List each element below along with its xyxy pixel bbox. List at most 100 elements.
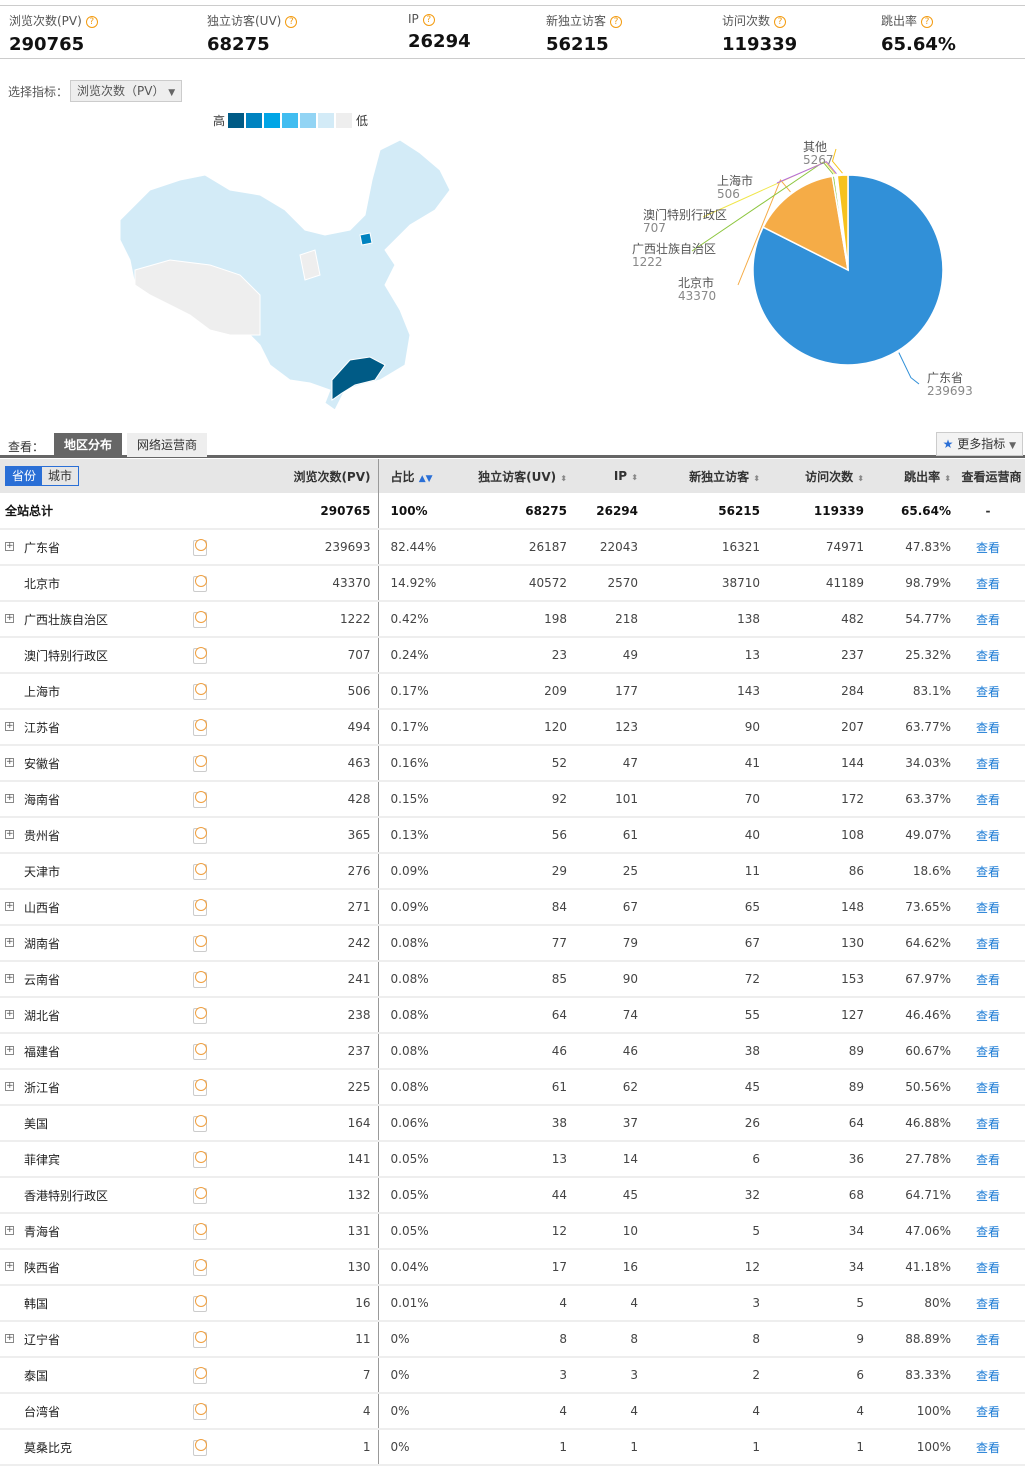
trend-clock-icon[interactable]	[193, 791, 207, 808]
view-isp-link[interactable]: 查看	[958, 673, 1025, 710]
expand-icon[interactable]: +	[5, 1009, 14, 1019]
expand-icon[interactable]: +	[5, 973, 14, 983]
map-region-beijing[interactable]	[359, 232, 373, 246]
tab-region[interactable]: 地区分布	[54, 433, 123, 457]
col-new-visitors[interactable]: 新独立访客 ⬍	[645, 459, 767, 493]
expand-icon[interactable]: +	[5, 1081, 14, 1091]
trend-clock-icon[interactable]	[193, 935, 207, 952]
expand-icon[interactable]: +	[5, 757, 14, 767]
view-isp-link[interactable]: 查看	[958, 637, 1025, 674]
metric-dropdown[interactable]: 浏览次数（PV） ▼	[70, 80, 183, 102]
expand-icon[interactable]: +	[5, 1261, 14, 1271]
trend-clock-icon[interactable]	[193, 863, 207, 880]
pie-slice-5[interactable]	[836, 174, 849, 271]
expand-icon[interactable]: +	[5, 793, 14, 803]
trend-clock-icon[interactable]	[193, 1403, 207, 1420]
view-isp-link[interactable]: 查看	[958, 1357, 1025, 1394]
trend-clock-icon[interactable]	[193, 1259, 207, 1276]
cell-share: 0.15%	[377, 781, 446, 818]
trend-clock-icon[interactable]	[193, 1367, 207, 1384]
view-isp-link[interactable]: 查看	[958, 1429, 1025, 1466]
map-region-inner-gray[interactable]	[299, 249, 321, 281]
trend-clock-icon[interactable]	[193, 647, 207, 664]
col-ip[interactable]: IP ⬍	[574, 459, 645, 493]
more-metrics-button[interactable]: ★ 更多指标 ▼	[935, 432, 1023, 456]
tab-isp[interactable]: 网络运营商	[127, 433, 208, 457]
help-icon[interactable]: ?	[610, 16, 623, 28]
trend-clock-icon[interactable]	[193, 1223, 207, 1240]
trend-clock-icon[interactable]	[193, 1151, 207, 1168]
help-icon[interactable]: ?	[774, 16, 787, 28]
trend-clock-icon[interactable]	[193, 827, 207, 844]
trend-clock-icon[interactable]	[193, 683, 207, 700]
trend-clock-icon[interactable]	[193, 755, 207, 772]
table-row: + 海南省 428 0.15% 92 101 70 172 63.37% 查看	[0, 781, 1025, 818]
view-isp-link[interactable]: 查看	[958, 1249, 1025, 1286]
map-region-tibet[interactable]	[134, 259, 261, 336]
trend-clock-icon[interactable]	[193, 539, 207, 556]
trend-clock-icon[interactable]	[193, 1043, 207, 1060]
help-icon[interactable]: ?	[921, 16, 934, 28]
trend-clock-icon[interactable]	[193, 1331, 207, 1348]
expand-icon[interactable]: +	[5, 937, 14, 947]
view-isp-link[interactable]: 查看	[958, 601, 1025, 638]
expand-icon[interactable]: +	[5, 1225, 14, 1235]
col-visits[interactable]: 访问次数 ⬍	[767, 459, 871, 493]
expand-icon[interactable]: +	[5, 1333, 14, 1343]
view-isp-link[interactable]: 查看	[958, 565, 1025, 602]
toggle-city[interactable]: 城市	[48, 469, 73, 483]
col-bounce[interactable]: 跳出率 ⬍	[871, 459, 958, 493]
col-share[interactable]: 占比 ▲▼	[377, 459, 446, 493]
trend-clock-icon[interactable]	[193, 611, 207, 628]
view-isp-link[interactable]: 查看	[958, 745, 1025, 782]
trend-clock-icon[interactable]	[193, 1079, 207, 1096]
china-map	[119, 139, 451, 411]
trend-clock-icon[interactable]	[193, 1295, 207, 1312]
expand-icon[interactable]: +	[5, 541, 14, 551]
toggle-province[interactable]: 省份	[6, 467, 43, 485]
trend-clock-icon[interactable]	[193, 575, 207, 592]
view-isp-link[interactable]: 查看	[958, 1141, 1025, 1178]
region-name: 天津市	[0, 853, 207, 890]
help-icon[interactable]: ?	[85, 16, 98, 28]
view-isp-link[interactable]: 查看	[958, 781, 1025, 818]
view-isp-link[interactable]: 查看	[958, 925, 1025, 962]
cell-uv: 38	[446, 1105, 574, 1142]
view-isp-link[interactable]: 查看	[958, 997, 1025, 1034]
view-isp-link[interactable]: 查看	[958, 1069, 1025, 1106]
view-isp-link[interactable]: 查看	[958, 1285, 1025, 1322]
expand-icon[interactable]: +	[5, 613, 14, 623]
view-isp-link[interactable]: 查看	[958, 889, 1025, 926]
view-isp-link[interactable]: 查看	[958, 1321, 1025, 1358]
map-region-guangdong[interactable]	[331, 356, 386, 401]
view-isp-link[interactable]: 查看	[958, 529, 1025, 566]
view-isp-link[interactable]: 查看	[958, 961, 1025, 998]
cell-pv: 11	[200, 1321, 378, 1358]
province-city-toggle[interactable]: 省份 城市	[5, 466, 80, 486]
help-icon[interactable]: ?	[422, 14, 435, 26]
view-isp-link[interactable]: 查看	[958, 1393, 1025, 1430]
trend-clock-icon[interactable]	[193, 971, 207, 988]
view-isp-link[interactable]: 查看	[958, 1177, 1025, 1214]
trend-clock-icon[interactable]	[193, 1007, 207, 1024]
trend-clock-icon[interactable]	[193, 1439, 207, 1456]
expand-icon[interactable]: +	[5, 829, 14, 839]
help-icon[interactable]: ?	[285, 16, 298, 28]
expand-icon[interactable]: +	[5, 1045, 14, 1055]
view-isp-link[interactable]: 查看	[958, 1213, 1025, 1250]
cell-bounce: 88.89%	[871, 1321, 958, 1358]
trend-clock-icon[interactable]	[193, 1187, 207, 1204]
legend-low: 低	[356, 114, 369, 128]
view-isp-link[interactable]: 查看	[958, 709, 1025, 746]
trend-clock-icon[interactable]	[193, 719, 207, 736]
trend-clock-icon[interactable]	[193, 1115, 207, 1132]
view-isp-link[interactable]: 查看	[958, 1033, 1025, 1070]
view-isp-link[interactable]: 查看	[958, 853, 1025, 890]
view-isp-link[interactable]: 查看	[958, 1105, 1025, 1142]
expand-icon[interactable]: +	[5, 901, 14, 911]
expand-icon[interactable]: +	[5, 721, 14, 731]
view-isp-link[interactable]: 查看	[958, 817, 1025, 854]
trend-clock-icon[interactable]	[193, 899, 207, 916]
pie-slice-1[interactable]	[762, 175, 849, 272]
col-uv[interactable]: 独立访客(UV) ⬍	[446, 459, 574, 493]
